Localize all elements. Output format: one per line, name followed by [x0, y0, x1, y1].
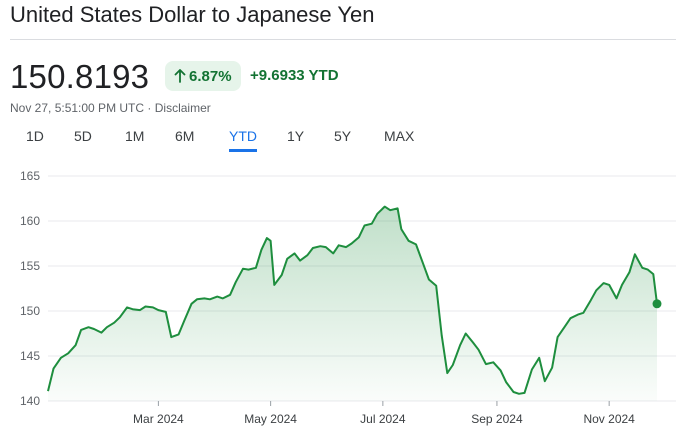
y-tick-label: 140 [20, 394, 40, 408]
tab-1d[interactable]: 1D [26, 128, 44, 144]
absolute-change: +9.6933 YTD [250, 67, 339, 84]
tab-5d[interactable]: 5D [74, 128, 92, 144]
tab-max[interactable]: MAX [384, 128, 415, 144]
last-price-point [652, 299, 662, 309]
percent-change-value: 6.87% [189, 67, 232, 85]
arrow-up-icon [174, 69, 186, 83]
x-tick-label: Jul 2024 [360, 412, 406, 426]
disclaimer-link[interactable]: Disclaimer [154, 101, 211, 115]
tab-5y[interactable]: 5Y [334, 128, 352, 144]
page-title: United States Dollar to Japanese Yen [10, 2, 375, 27]
price-area-fill [48, 206, 657, 401]
y-tick-label: 145 [20, 349, 40, 363]
tab-1y[interactable]: 1Y [287, 128, 305, 144]
percent-change-badge: 6.87% [165, 61, 241, 91]
x-tick-label: Nov 2024 [583, 412, 635, 426]
header-divider [10, 39, 676, 40]
separator-dot: · [147, 101, 152, 115]
y-tick-label: 160 [20, 214, 40, 228]
price-chart[interactable]: 140 145 150 155 160 165 Mar 2024 May 2024 Jul 20… [0, 160, 678, 442]
y-tick-label: 165 [20, 169, 40, 183]
tab-ytd[interactable]: YTD [229, 128, 257, 152]
y-tick-label: 150 [20, 304, 40, 318]
x-tick-label: Mar 2024 [133, 412, 184, 426]
y-tick-label: 155 [20, 259, 40, 273]
tab-6m[interactable]: 6M [175, 128, 195, 144]
tab-1m[interactable]: 1M [125, 128, 145, 144]
x-tick-label: May 2024 [244, 412, 297, 426]
timestamp-row: Nov 27, 5:51:00 PM UTC · Disclaimer [10, 101, 211, 115]
current-price: 150.8193 [10, 58, 150, 95]
timestamp: Nov 27, 5:51:00 PM UTC [10, 101, 145, 115]
price-line [47, 205, 658, 395]
x-tick-label: Sep 2024 [471, 412, 523, 426]
